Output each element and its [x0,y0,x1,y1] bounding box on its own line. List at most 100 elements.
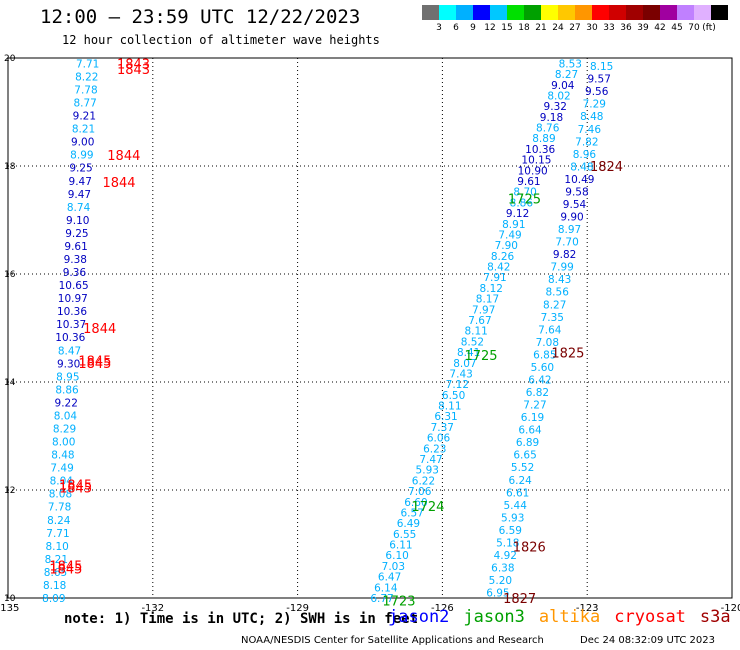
legend-label: 12 [484,23,496,33]
swh-value-track-c: 9.58 [565,186,588,198]
swh-value-track-c: 5.60 [531,362,554,374]
swh-value-track-a: 9.38 [64,254,87,266]
chart-subtitle: 12 hour collection of altimeter wave hei… [62,33,380,47]
swh-value-track-a: 8.00 [52,437,75,449]
sat-jason3: jason3 [463,607,525,627]
swh-value-track-c: 6.38 [491,563,514,575]
swh-value-track-a: 8.09 [42,593,65,605]
legend-swatch [626,5,643,20]
swh-value-track-b: 8.42 [487,262,510,274]
swh-value-track-b: 6.49 [397,518,420,530]
swh-value-track-c: 9.54 [563,199,587,211]
swh-value-track-c: 6.95 [486,588,509,600]
swh-value-track-c: 6.89 [516,437,539,449]
swh-value-track-c: 8.43 [548,274,571,286]
pass-time-label: 1723 [382,595,415,610]
swh-value-track-b: 7.67 [468,315,491,327]
swh-value-track-a: 8.65 [44,567,67,579]
swh-value-track-a: 9.25 [65,228,88,240]
y-tick-label: 12 [4,486,15,496]
swh-value-track-a: 7.71 [46,528,69,540]
swh-value-track-c: 6.85 [533,349,556,361]
generated-timestamp: Dec 24 08:32:09 UTC 2023 [580,635,715,646]
swh-value-track-a: 8.77 [73,98,96,110]
legend-label: 45 [671,23,683,33]
swh-value-track-c: 6.24 [508,475,532,487]
legend-swatch [592,5,609,20]
x-tick-label: -129 [286,603,309,614]
swh-value-track-a: 8.99 [70,150,93,162]
swh-value-track-c: 10.49 [564,174,594,186]
swh-value-track-a: 7.78 [48,502,71,514]
swh-value-track-b: 9.32 [544,101,567,113]
swh-value-track-b: 8.11 [438,401,461,413]
swh-value-track-b: 8.17 [476,294,499,306]
swh-value-track-c: 6.82 [526,387,549,399]
swh-value-track-c: 8.56 [546,287,570,299]
pass-time-label: 1844 [102,176,135,191]
legend-swatch [677,5,694,20]
legend-label: 9 [470,23,476,33]
swh-value-track-a: 8.18 [43,580,66,592]
legend-label: 42 [654,23,666,33]
swh-value-track-c: 6.19 [521,412,544,424]
swh-value-track-b: 7.43 [449,368,472,380]
satellite-legend: jason2 jason3 altika cryosat s3a [388,607,740,627]
swh-value-track-c: 9.82 [553,249,576,261]
swh-value-track-a: 8.04 [50,476,74,488]
legend-swatch [575,5,592,20]
swh-value-track-a: 7.71 [76,58,99,70]
pass-time-label: 1843 [117,57,150,72]
swh-value-track-c: 7.64 [538,324,562,336]
legend-label: 3 [436,23,442,33]
pass-time-label: 1845 [78,357,111,372]
legend-label: 21 [535,23,547,33]
swh-value-track-a: 8.08 [49,489,72,501]
legend-swatch [473,5,490,20]
swh-value-track-a: 8.24 [47,515,71,527]
legend-swatch [439,5,456,20]
swh-value-track-a: 7.78 [74,84,97,96]
legend-swatch [422,5,439,20]
swh-value-track-b: 6.14 [374,582,398,594]
x-tick-label: -135 [0,603,19,614]
swh-value-track-b: 8.07 [453,358,476,370]
swh-value-track-b: 6.47 [378,572,401,584]
footer-note: note: 1) Time is in UTC; 2) SWH is in fe… [64,611,419,627]
swh-value-track-a: 8.21 [72,124,95,136]
swh-value-track-c: 7.08 [536,337,559,349]
legend-label: 27 [569,23,581,33]
swh-value-track-c: 7.27 [523,400,546,412]
pass-time-label: 1825 [551,346,584,361]
swh-value-track-c: 8.97 [558,224,581,236]
pass-time-label: 1845 [49,560,82,575]
swh-value-track-b: 10.15 [521,155,551,167]
swh-value-track-a: 9.21 [73,111,96,123]
swh-value-track-b: 9.18 [540,112,563,124]
swh-value-track-b: 8.27 [555,69,578,81]
swh-value-track-b: 9.61 [517,176,540,188]
legend-swatch [558,5,575,20]
swh-value-track-c: 4.92 [494,550,517,562]
pass-time-label: 1725 [464,349,497,364]
swh-value-track-c: 7.35 [541,312,564,324]
swh-value-track-a: 8.04 [54,410,78,422]
swh-value-track-c: 7.46 [578,124,602,136]
pass-time-label: 1844 [107,149,140,164]
swh-value-track-b: 8.11 [464,326,487,338]
swh-value-track-c: 8.48 [580,111,603,123]
swh-value-track-a: 9.22 [55,397,78,409]
legend-swatch [524,5,541,20]
swh-value-track-a: 9.30 [57,358,80,370]
swh-value-track-a: 8.95 [56,371,79,383]
swh-value-track-c: 7.99 [550,262,573,274]
pass-time-label: 1844 [83,322,116,337]
pass-time-label: 1843 [117,63,150,78]
y-tick-label: 18 [4,162,16,172]
legend-label: 24 [552,23,564,33]
x-tick-label: -123 [576,603,599,614]
swh-value-track-a: 8.86 [55,384,79,396]
swh-value-track-b: 5.93 [416,465,439,477]
pass-time-label: 1827 [503,592,536,607]
